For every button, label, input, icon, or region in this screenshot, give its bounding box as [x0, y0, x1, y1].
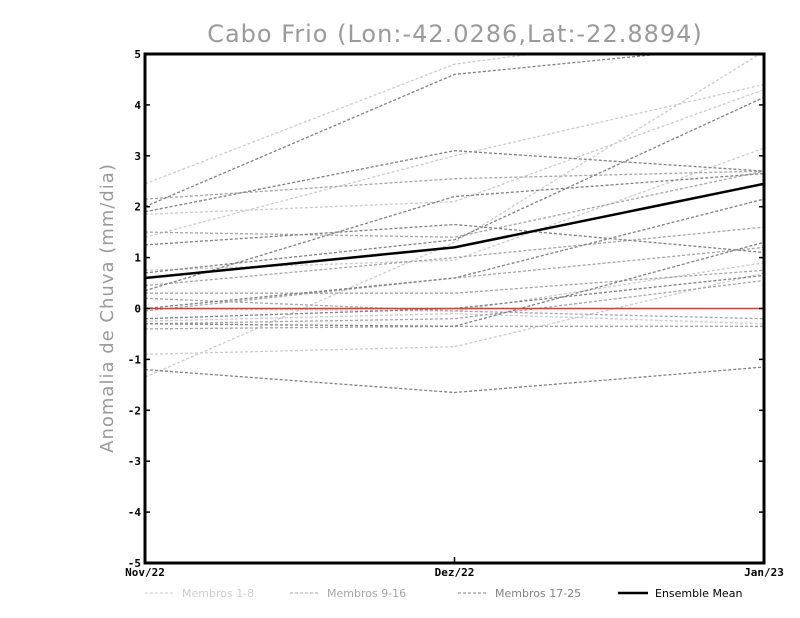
chart-title: Cabo Frio (Lon:-42.0286,Lat:-22.8894) — [207, 20, 703, 48]
member-line-g3-9 — [144, 366, 765, 394]
member-line-g3-6 — [144, 198, 765, 310]
legend-label-3: Membros 17-25 — [495, 587, 581, 600]
legend-label-2: Membros 9-16 — [327, 587, 406, 600]
member-line-g2-7 — [144, 279, 765, 325]
y-axis-label: Anomalia de Chuva (mm/dia) — [97, 163, 118, 453]
member-line-g3-5 — [144, 172, 765, 292]
member-line-g1-1 — [144, 53, 532, 185]
y-tick-label: 1 — [134, 252, 141, 265]
series-layer — [144, 53, 765, 394]
x-axis-ticks: Nov/22 Dez/22 Jan/23 — [125, 557, 784, 579]
ensemble-mean-layer — [144, 182, 765, 280]
ensemble-mean-line — [144, 182, 765, 280]
member-line-g2-2 — [144, 170, 765, 238]
member-line-g3-3 — [144, 223, 765, 254]
y-tick-label: 2 — [134, 201, 141, 214]
y-tick-label: -4 — [128, 506, 142, 519]
legend-label-1: Membros 1-8 — [182, 587, 254, 600]
member-line-g3-1 — [144, 53, 661, 208]
member-line-g2-5 — [144, 297, 765, 320]
member-line-g3-8 — [144, 241, 765, 327]
y-tick-label: -5 — [128, 557, 141, 570]
y-axis-ticks: 5 4 3 2 1 0 -1 -2 -3 -4 -5 — [128, 48, 764, 570]
member-line-g3-7 — [144, 274, 765, 320]
x-tick-label: Dez/22 — [435, 566, 475, 579]
legend: Membros 1-8 Membros 9-16 Membros 17-25 Ense… — [145, 587, 742, 600]
member-line-g3-4 — [144, 96, 765, 274]
y-tick-label: -1 — [128, 353, 142, 366]
member-line-g1-8 — [144, 53, 761, 378]
y-tick-label: 5 — [134, 48, 141, 61]
x-tick-label: Nov/22 — [125, 566, 165, 579]
legend-label-4: Ensemble Mean — [655, 587, 742, 600]
member-line-g2-3 — [144, 226, 765, 287]
y-tick-label: -2 — [128, 404, 141, 417]
member-line-g3-2 — [144, 150, 765, 213]
member-line-g2-1 — [144, 170, 765, 200]
y-tick-label: 4 — [134, 99, 141, 112]
member-line-g2-8 — [144, 325, 764, 330]
y-tick-label: 3 — [134, 150, 141, 163]
y-tick-label: 0 — [134, 303, 141, 316]
x-tick-label: Jan/23 — [744, 566, 784, 579]
y-tick-label: -3 — [128, 455, 141, 468]
member-line-g2-4 — [145, 269, 765, 294]
member-line-g1-7 — [144, 272, 765, 355]
member-line-g1-3 — [144, 83, 765, 238]
member-line-g1-6 — [144, 312, 765, 325]
